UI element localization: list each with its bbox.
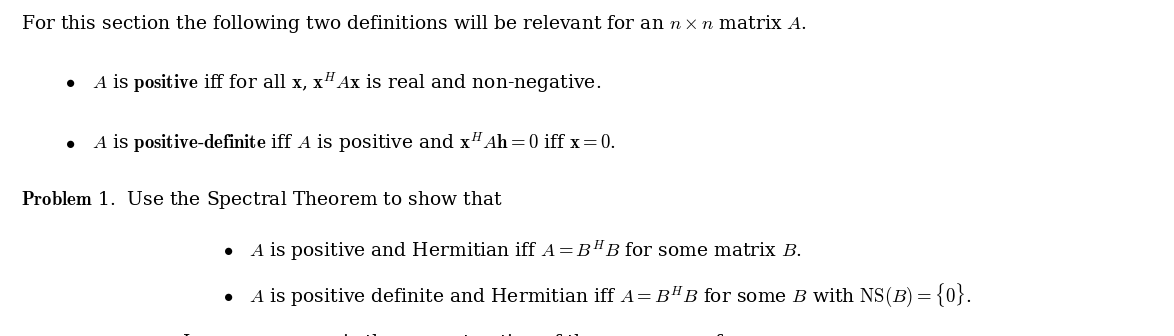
Text: $A$ is positive definite and Hermitian iff $A = B^H B$ for some $B$ with $\mathr: $A$ is positive definite and Hermitian i… xyxy=(249,282,971,309)
Text: $\mathbf{Problem}$ 1.  Use the Spectral Theorem to show that: $\mathbf{Problem}$ 1. Use the Spectral T… xyxy=(21,189,502,211)
Text: $\bullet$: $\bullet$ xyxy=(223,287,234,305)
Text: $A$ is $\mathbf{positive\text{-}definite}$ iff $A$ is positive and $\mathbf{x}^H: $A$ is $\mathbf{positive\text{-}definite… xyxy=(92,130,615,155)
Text: $\bullet$: $\bullet$ xyxy=(223,241,234,259)
Text: In some sense $B$ is the correct notion of the $\mathit{square\text{-}root}$ of : In some sense $B$ is the correct notion … xyxy=(182,332,748,336)
Text: $A$ is positive and Hermitian iff $A = B^H B$ for some matrix $B$.: $A$ is positive and Hermitian iff $A = B… xyxy=(249,238,802,263)
Text: $A$ is $\mathbf{positive}$ iff for all $\mathbf{x}$, $\mathbf{x}^H A\mathbf{x}$ : $A$ is $\mathbf{positive}$ iff for all $… xyxy=(92,70,601,95)
Text: For this section the following two definitions will be relevant for an $n \times: For this section the following two defin… xyxy=(21,12,807,35)
Text: $\bullet$: $\bullet$ xyxy=(65,134,75,152)
Text: $\bullet$: $\bullet$ xyxy=(65,73,75,91)
